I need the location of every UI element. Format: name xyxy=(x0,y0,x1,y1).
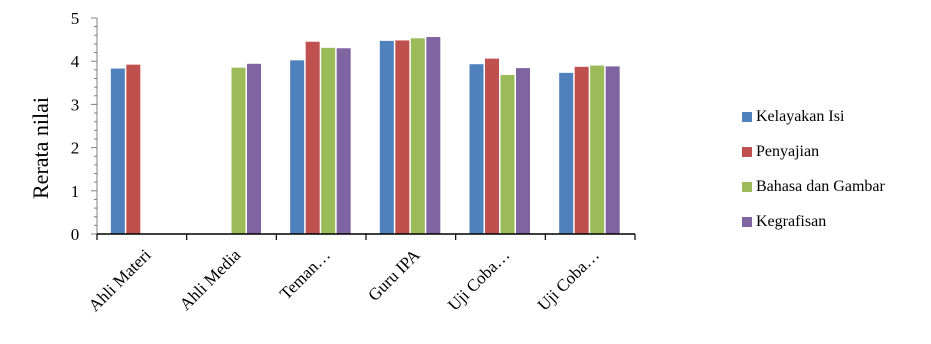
bar-2-6 xyxy=(574,66,589,234)
legend-label: Bahasa dan Gambar xyxy=(756,178,885,195)
x-tick-label: Uji Coba… xyxy=(534,245,603,314)
legend-item: Kelayakan Isi xyxy=(742,108,885,126)
bar-3-6 xyxy=(590,65,605,235)
bar-1-5 xyxy=(469,64,484,234)
legend-swatch xyxy=(742,182,752,192)
x-axis: Ahli Materi Ahli Media Teman… Guru IPA Uji C… xyxy=(85,233,636,315)
y-axis-label: Rerata nilai xyxy=(28,97,53,199)
legend-item: Kegrafisan xyxy=(742,213,885,231)
legend: Kelayakan Isi Penyajian Bahasa dan Gambar K… xyxy=(742,108,885,248)
legend-label: Kelayakan Isi xyxy=(756,108,845,125)
legend-swatch xyxy=(742,217,752,227)
x-tick-label: Ahli Materi xyxy=(85,245,155,315)
x-tick-label: Uji Coba… xyxy=(444,245,513,314)
bar-4-2 xyxy=(247,63,261,234)
bar-1-1 xyxy=(110,68,125,234)
legend-item: Penyajian xyxy=(742,143,885,161)
bar-4-3 xyxy=(336,48,351,234)
legend-swatch xyxy=(742,147,752,157)
bar-3-5 xyxy=(500,75,515,235)
y-tick-label: 2 xyxy=(71,139,80,158)
x-tick-label: Ahli Media xyxy=(176,245,245,314)
bars-group xyxy=(110,37,620,235)
bar-2-1 xyxy=(126,64,141,234)
bar-4-5 xyxy=(516,68,530,234)
bar-2-4 xyxy=(395,40,410,235)
y-tick-label: 1 xyxy=(71,182,80,201)
bar-3-2 xyxy=(231,67,246,235)
y-tick-label: 4 xyxy=(71,52,80,71)
bar-4-4 xyxy=(426,37,441,235)
legend-label: Penyajian xyxy=(756,143,820,160)
bar-4-6 xyxy=(605,66,620,234)
y-tick-label: 5 xyxy=(71,9,80,28)
bar-3-4 xyxy=(410,38,425,234)
bar-1-3 xyxy=(290,60,305,235)
y-tick-label: 3 xyxy=(71,95,80,114)
legend-swatch xyxy=(742,112,752,122)
y-tick-label: 0 xyxy=(71,225,80,244)
bar-2-3 xyxy=(305,41,320,235)
legend-label: Kegrafisan xyxy=(756,213,827,230)
bar-1-6 xyxy=(559,72,574,234)
x-tick-label: Guru IPA xyxy=(364,245,424,305)
bar-2-5 xyxy=(485,58,499,234)
x-tick-label: Teman… xyxy=(276,245,334,303)
bar-1-4 xyxy=(379,40,394,235)
y-axis: 0 1 2 3 4 5 xyxy=(71,9,98,244)
bar-3-3 xyxy=(321,47,336,235)
legend-item: Bahasa dan Gambar xyxy=(742,178,885,196)
